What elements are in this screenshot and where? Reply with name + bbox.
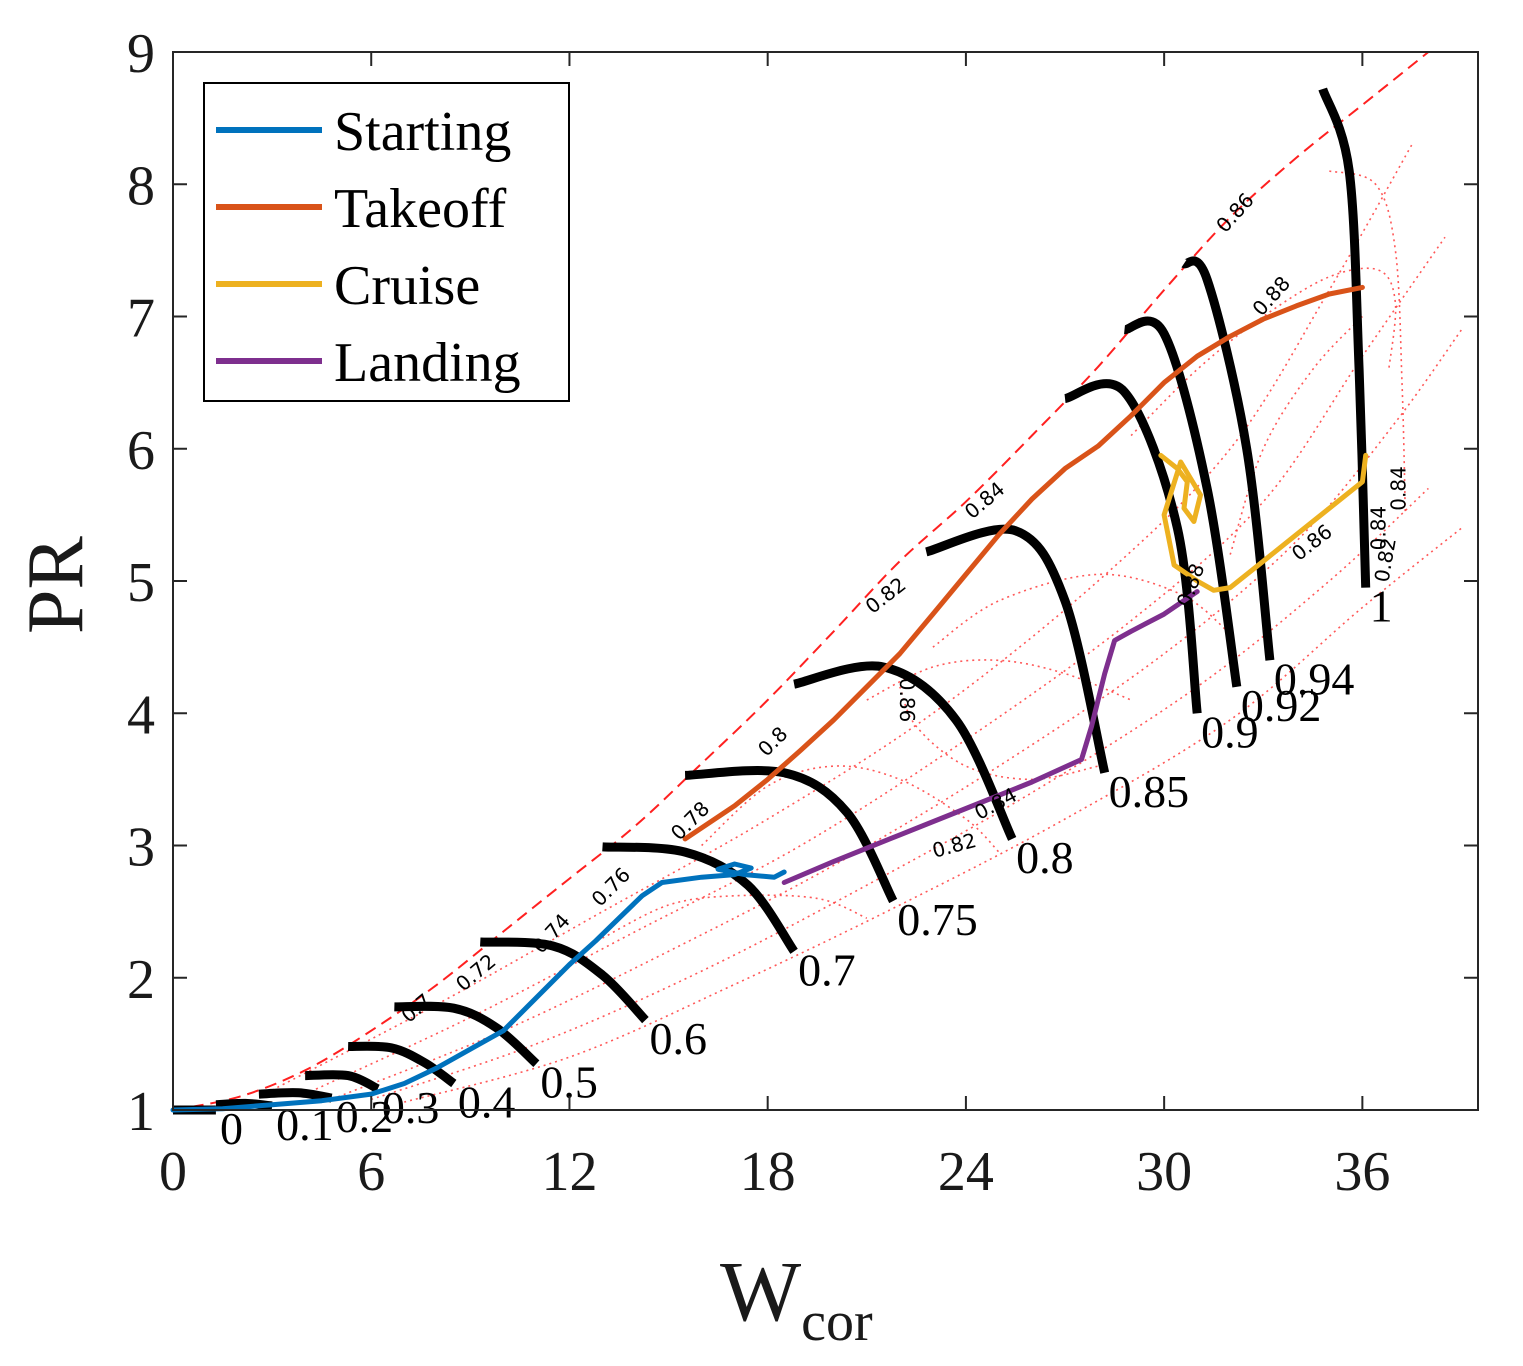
efficiency-label: 0.82: [861, 572, 911, 618]
speed-line: [394, 1001, 540, 1068]
speed-line-label: 0.85: [1109, 766, 1190, 817]
legend: Starting Takeoff Cruise Landing: [203, 82, 570, 402]
speed-line: [925, 524, 1110, 774]
efficiency-label: 0.78: [666, 796, 714, 844]
speed-line: [793, 661, 1017, 841]
surge-line-path: [172, 51, 1430, 1111]
y-tick-label: 4: [127, 684, 155, 746]
y-tick-label: 7: [127, 288, 155, 350]
speed-line: [258, 1088, 333, 1103]
efficiency-contour: [337, 329, 1463, 1098]
efficiency-contour: [602, 894, 868, 939]
speed-line: [1123, 316, 1242, 688]
x-tick-label: 18: [740, 1141, 796, 1203]
y-axis-title: PR: [12, 535, 100, 633]
speed-line-label: 0.92: [1241, 680, 1322, 731]
legend-box: [203, 82, 570, 402]
efficiency-contour: [899, 686, 1099, 781]
x-axis-title: Wcor: [720, 1243, 873, 1353]
x-axis-subscript: cor: [801, 1291, 873, 1353]
efficiency-label: 0.82: [930, 828, 979, 863]
legend-label: Cruise: [334, 255, 480, 317]
speed-line-label: 0.1: [276, 1099, 334, 1150]
efficiency-label: 0.76: [587, 863, 635, 911]
efficiency-contour: [701, 765, 1000, 853]
efficiency-label: 0.86: [1211, 188, 1259, 237]
surge-line: [172, 51, 1430, 1111]
x-tick-label: 36: [1334, 1141, 1390, 1203]
speed-line-label: 1: [1370, 581, 1393, 632]
speed-line: [1318, 87, 1371, 588]
speed-line-label: 0.9: [1201, 706, 1259, 757]
efficiency-label: 0.84: [960, 477, 1010, 524]
y-tick-label: 5: [127, 552, 155, 614]
y-tick-label: 8: [127, 155, 155, 217]
efficiency-label: 0.86: [1287, 519, 1337, 565]
speed-line-label: 0.6: [649, 1013, 707, 1064]
axes: [172, 51, 1479, 1111]
y-tick-label: 2: [127, 949, 155, 1011]
speed-line-label: 0.75: [897, 894, 978, 945]
speed-line-label: 0.7: [798, 944, 856, 995]
x-tick-label: 12: [541, 1141, 597, 1203]
speed-line: [1181, 256, 1275, 661]
speed-line-label: 0.4: [458, 1077, 515, 1128]
efficiency-label: 0.84: [1386, 466, 1410, 511]
legend-label: Takeoff: [334, 178, 507, 240]
speed-line: [602, 842, 798, 954]
speed-line-label: 0.8: [1016, 832, 1074, 883]
speed-line: [1063, 379, 1202, 714]
speed-labels: 0 0.1 0.20.3 0.4 0.50.60.70.750.80.850.90.92…: [220, 581, 1393, 1154]
efficiency-contour: [1229, 315, 1363, 555]
series-line-takeoff: [682, 284, 1365, 842]
speed-line-label: 0.3: [382, 1082, 440, 1133]
efficiency-label: 0.86: [895, 678, 919, 723]
x-tick-label: 30: [1136, 1141, 1192, 1203]
x-tick-label: 6: [357, 1141, 385, 1203]
series-lines: [170, 284, 1369, 1113]
speed-line: [347, 1041, 457, 1088]
efficiency-contour: [370, 487, 1429, 1101]
speed-line: [684, 766, 898, 904]
y-tick-label: 9: [127, 23, 155, 85]
y-tick-label: 1: [127, 1081, 155, 1143]
efficiency-contour: [271, 144, 1413, 1091]
x-tick-label: 0: [159, 1141, 187, 1203]
x-tick-label: 24: [938, 1141, 994, 1203]
legend-label: Landing: [334, 332, 521, 394]
speed-line-label: 0.94: [1274, 653, 1355, 704]
series-line-starting: [170, 861, 787, 1113]
efficiency-label: 0.84: [1366, 506, 1390, 551]
speed-line-label: 0: [220, 1103, 243, 1154]
efficiency-label: 0.88: [1247, 271, 1295, 320]
y-tick-label: 3: [127, 817, 155, 879]
efficiency-label: 0.8: [753, 722, 792, 761]
efficiency-label: 0.7: [396, 989, 436, 1028]
efficiency-label: 0.72: [451, 949, 501, 996]
y-tick-label: 6: [127, 420, 155, 482]
legend-label: Starting: [334, 101, 511, 163]
speed-line: [305, 1070, 380, 1093]
series-line-cruise: [1158, 452, 1369, 593]
series-line-landing: [781, 589, 1200, 885]
efficiency-contour: [1329, 170, 1407, 515]
speed-line-label: 0.2: [336, 1091, 394, 1142]
